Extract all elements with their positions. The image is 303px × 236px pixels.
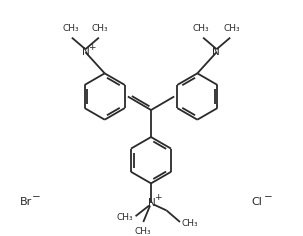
Text: CH₃: CH₃ <box>182 219 198 228</box>
Text: −: − <box>264 192 273 202</box>
Text: Br: Br <box>20 197 32 207</box>
Text: CH₃: CH₃ <box>224 24 240 33</box>
Text: N: N <box>212 47 220 57</box>
Text: N: N <box>82 47 90 57</box>
Text: −: − <box>32 192 41 202</box>
Text: CH₃: CH₃ <box>134 227 151 236</box>
Text: +: + <box>154 193 161 202</box>
Text: CH₃: CH₃ <box>193 24 209 33</box>
Text: Cl: Cl <box>251 197 262 207</box>
Text: CH₃: CH₃ <box>116 213 133 222</box>
Text: CH₃: CH₃ <box>63 24 79 33</box>
Text: CH₃: CH₃ <box>92 24 108 33</box>
Text: +: + <box>88 43 96 52</box>
Text: N: N <box>148 198 156 208</box>
